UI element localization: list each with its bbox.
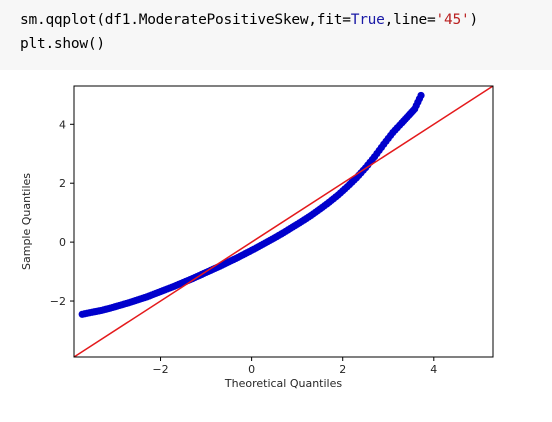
x-axis-label: Theoretical Quantiles [224,377,342,390]
output-area: −2 0 2 4 −2 0 2 4 Theoretical Quantiles Sample Qu… [0,70,552,422]
x-tick-label: 2 [339,363,346,376]
reference-line-group [74,86,493,357]
qq-plot: −2 0 2 4 −2 0 2 4 Theoretical Quantiles Sample Qu… [20,85,494,390]
data-point [417,91,425,100]
y-axis-label: Sample Quantiles [20,173,33,270]
code-line-1: sm.qqplot(df1.ModeratePositiveSkew,fit=T… [20,12,478,28]
y-tick-label: −2 [50,295,66,308]
code-suffix: ) [469,12,478,28]
code-prefix: sm.qqplot(df1.ModeratePositiveSkew,fit= [20,12,351,28]
x-tick-label: −2 [152,363,168,376]
code-line-2: plt.show() [20,36,105,52]
points-group [78,91,425,318]
code-cell[interactable]: sm.qqplot(df1.ModeratePositiveSkew,fit=T… [0,0,552,71]
plot-frame [73,85,494,358]
x-tick-label: 0 [248,363,255,376]
code-keyword-true: True [350,12,385,28]
x-tick-label: 4 [430,363,437,376]
y-tick-label: 2 [59,177,66,190]
code-line-arg: ,line= [384,12,436,28]
y-tick-label: 4 [59,118,66,131]
reference-line [74,86,493,357]
y-tick-label: 0 [59,236,66,249]
code-string-45: '45' [435,12,470,28]
